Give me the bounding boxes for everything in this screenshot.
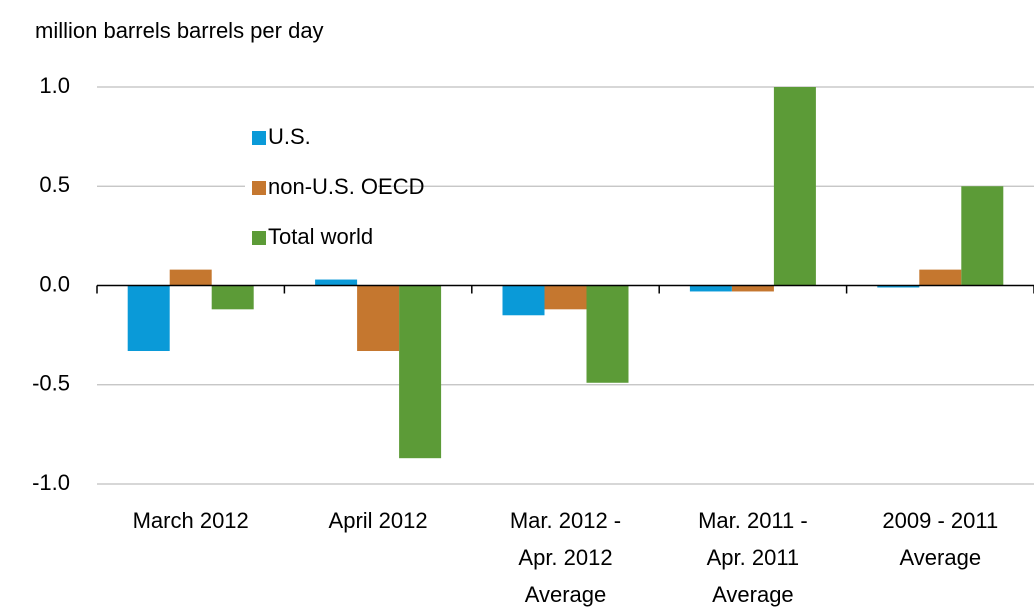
legend-swatch [252, 181, 266, 195]
bar [315, 279, 358, 286]
x-tick-label: March 2012 [133, 508, 249, 533]
bar [399, 285, 442, 459]
y-tick-label: 1.0 [39, 73, 70, 98]
x-tick-label: April 2012 [329, 508, 428, 533]
bar [169, 269, 212, 286]
y-tick-label: 0.5 [39, 172, 70, 197]
legend-label: U.S. [268, 124, 311, 149]
y-tick-label: -1.0 [32, 470, 70, 495]
bar [211, 285, 254, 310]
bar [773, 87, 816, 286]
legend-background [245, 113, 378, 261]
x-tick-label: Mar. 2012 -Apr. 2012 Average [510, 508, 621, 607]
bar [127, 285, 170, 352]
bar [357, 285, 400, 352]
legend-swatch [252, 231, 266, 245]
legend-label: non-U.S. OECD [268, 174, 425, 199]
bar [544, 285, 587, 310]
x-tick-label: 2009 - 2011 Average [882, 508, 998, 570]
legend-label: Total world [268, 224, 373, 249]
y-tick-label: -0.5 [32, 371, 70, 396]
bar [502, 285, 545, 316]
bar [877, 285, 920, 288]
bar [731, 285, 774, 292]
bar [689, 285, 732, 292]
y-axis-label: million barrels barrels per day [35, 18, 324, 43]
y-tick-label: 0.0 [39, 271, 70, 296]
x-tick-label: Mar. 2011 -Apr. 2011 Average [698, 508, 808, 607]
bar [586, 285, 629, 383]
bar [961, 186, 1004, 286]
bar [919, 269, 962, 286]
legend-swatch [252, 131, 266, 145]
